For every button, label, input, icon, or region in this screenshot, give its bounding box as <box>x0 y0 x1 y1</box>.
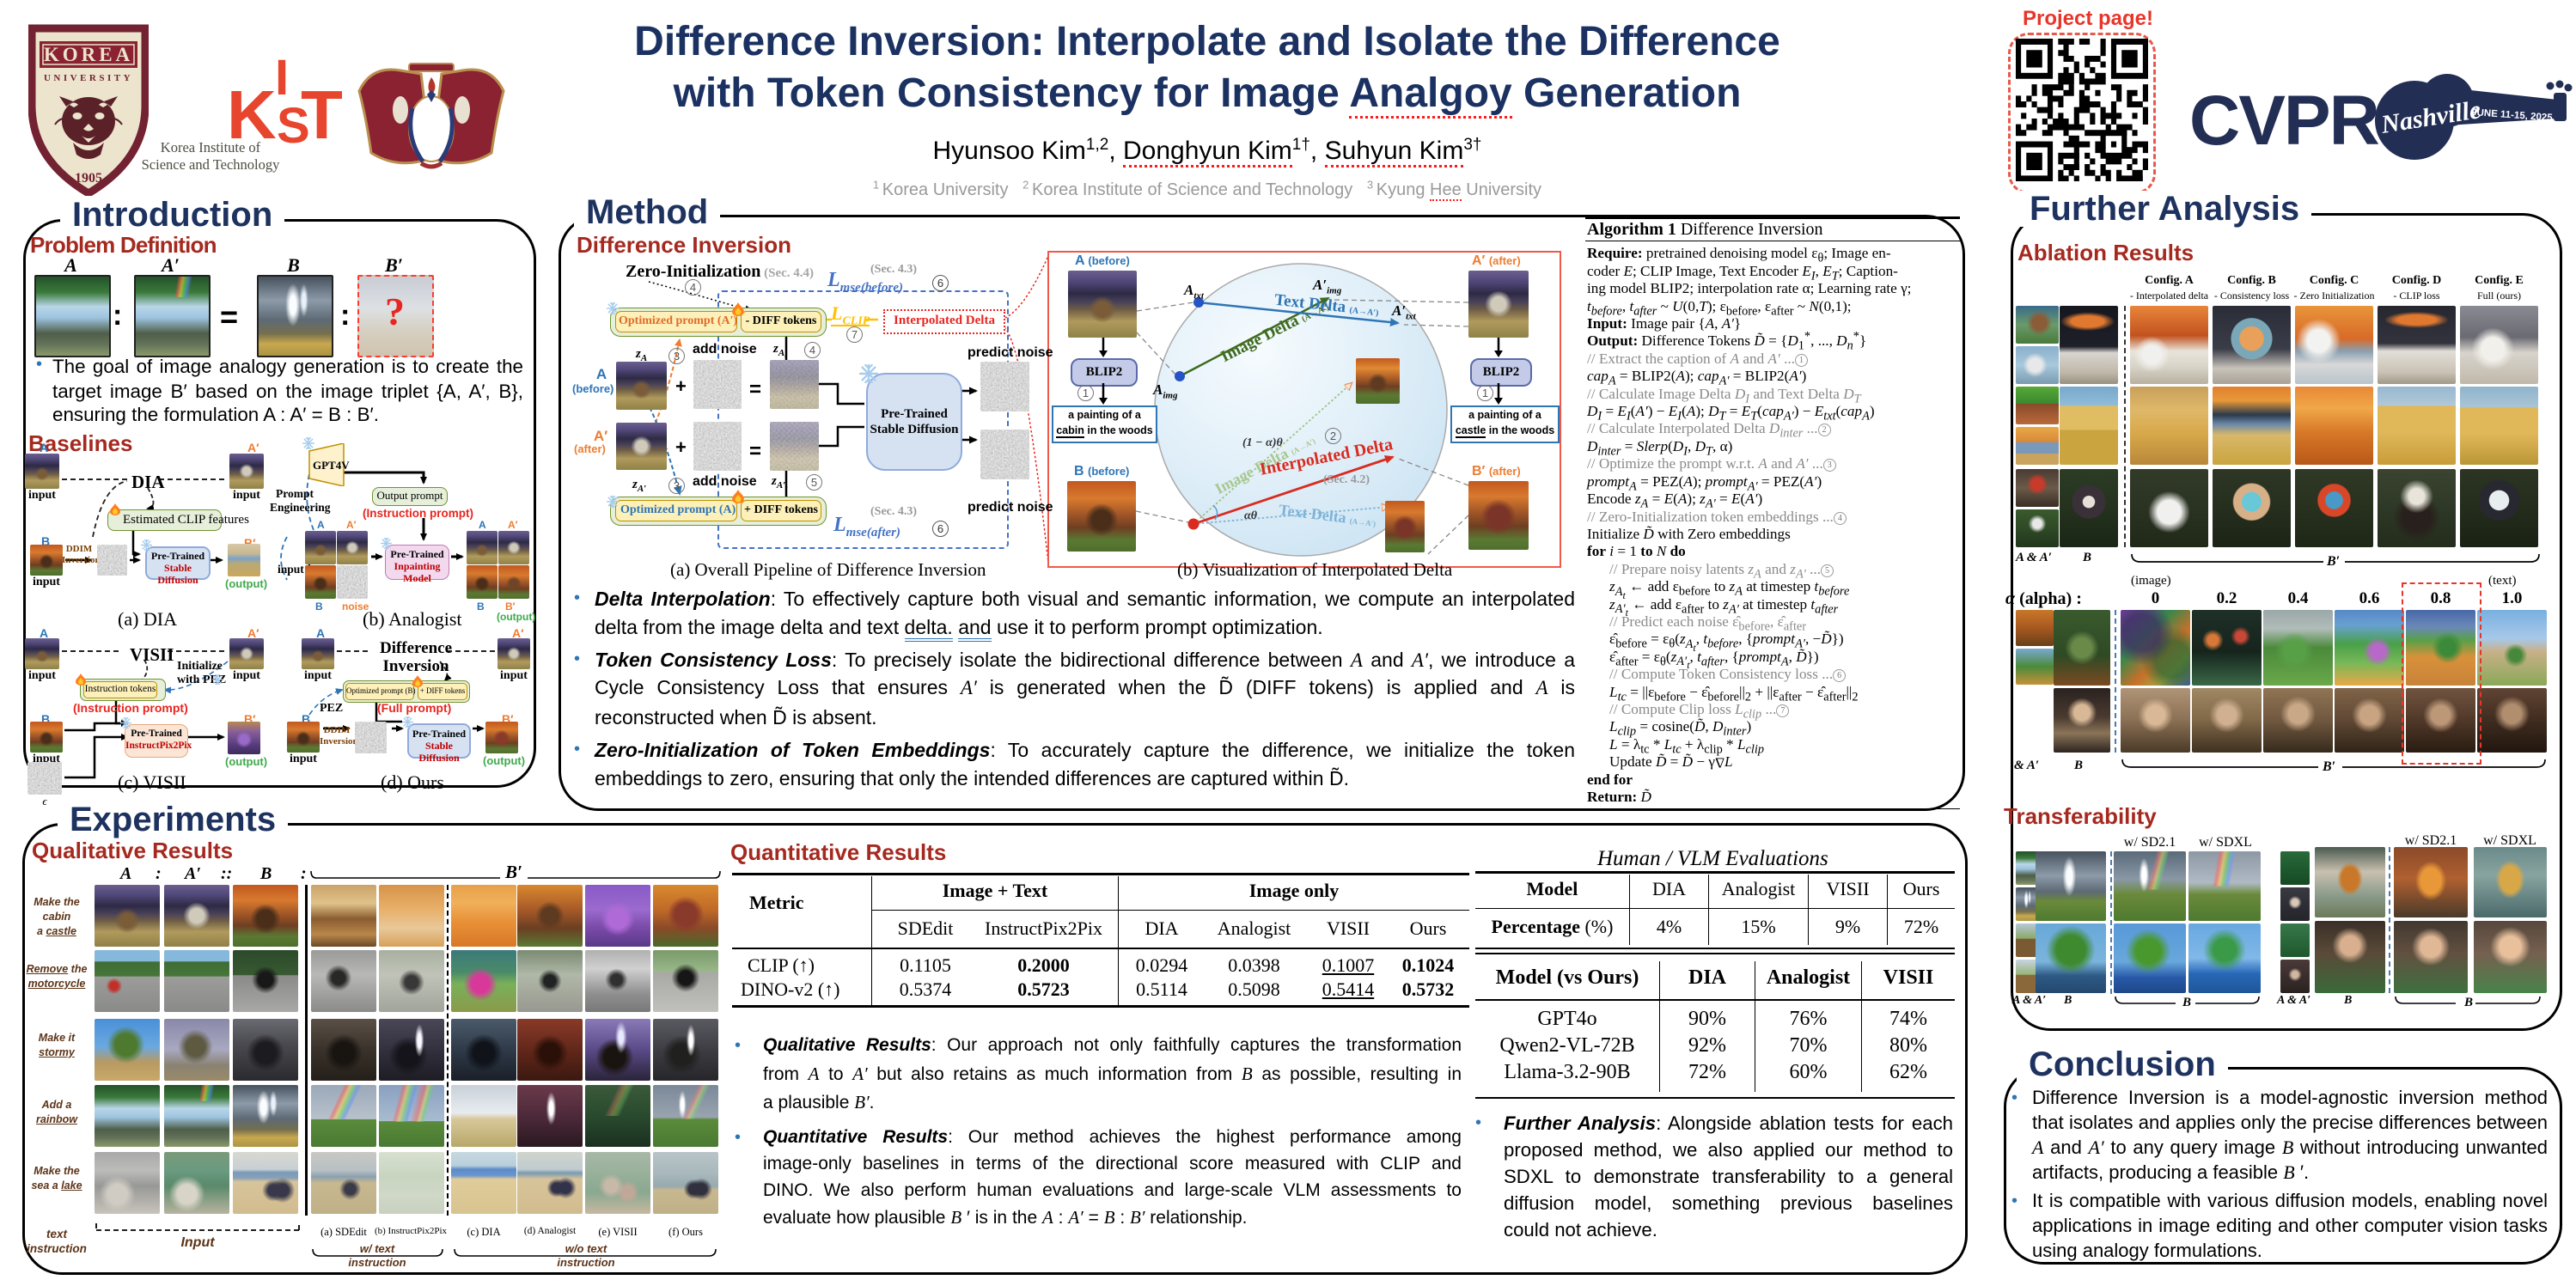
svg-text:UNIVERSITY: UNIVERSITY <box>44 73 133 83</box>
svg-text:CVPR: CVPR <box>2189 82 2379 160</box>
svg-text:1905: 1905 <box>75 171 102 186</box>
svg-text:KOREA: KOREA <box>44 44 133 65</box>
